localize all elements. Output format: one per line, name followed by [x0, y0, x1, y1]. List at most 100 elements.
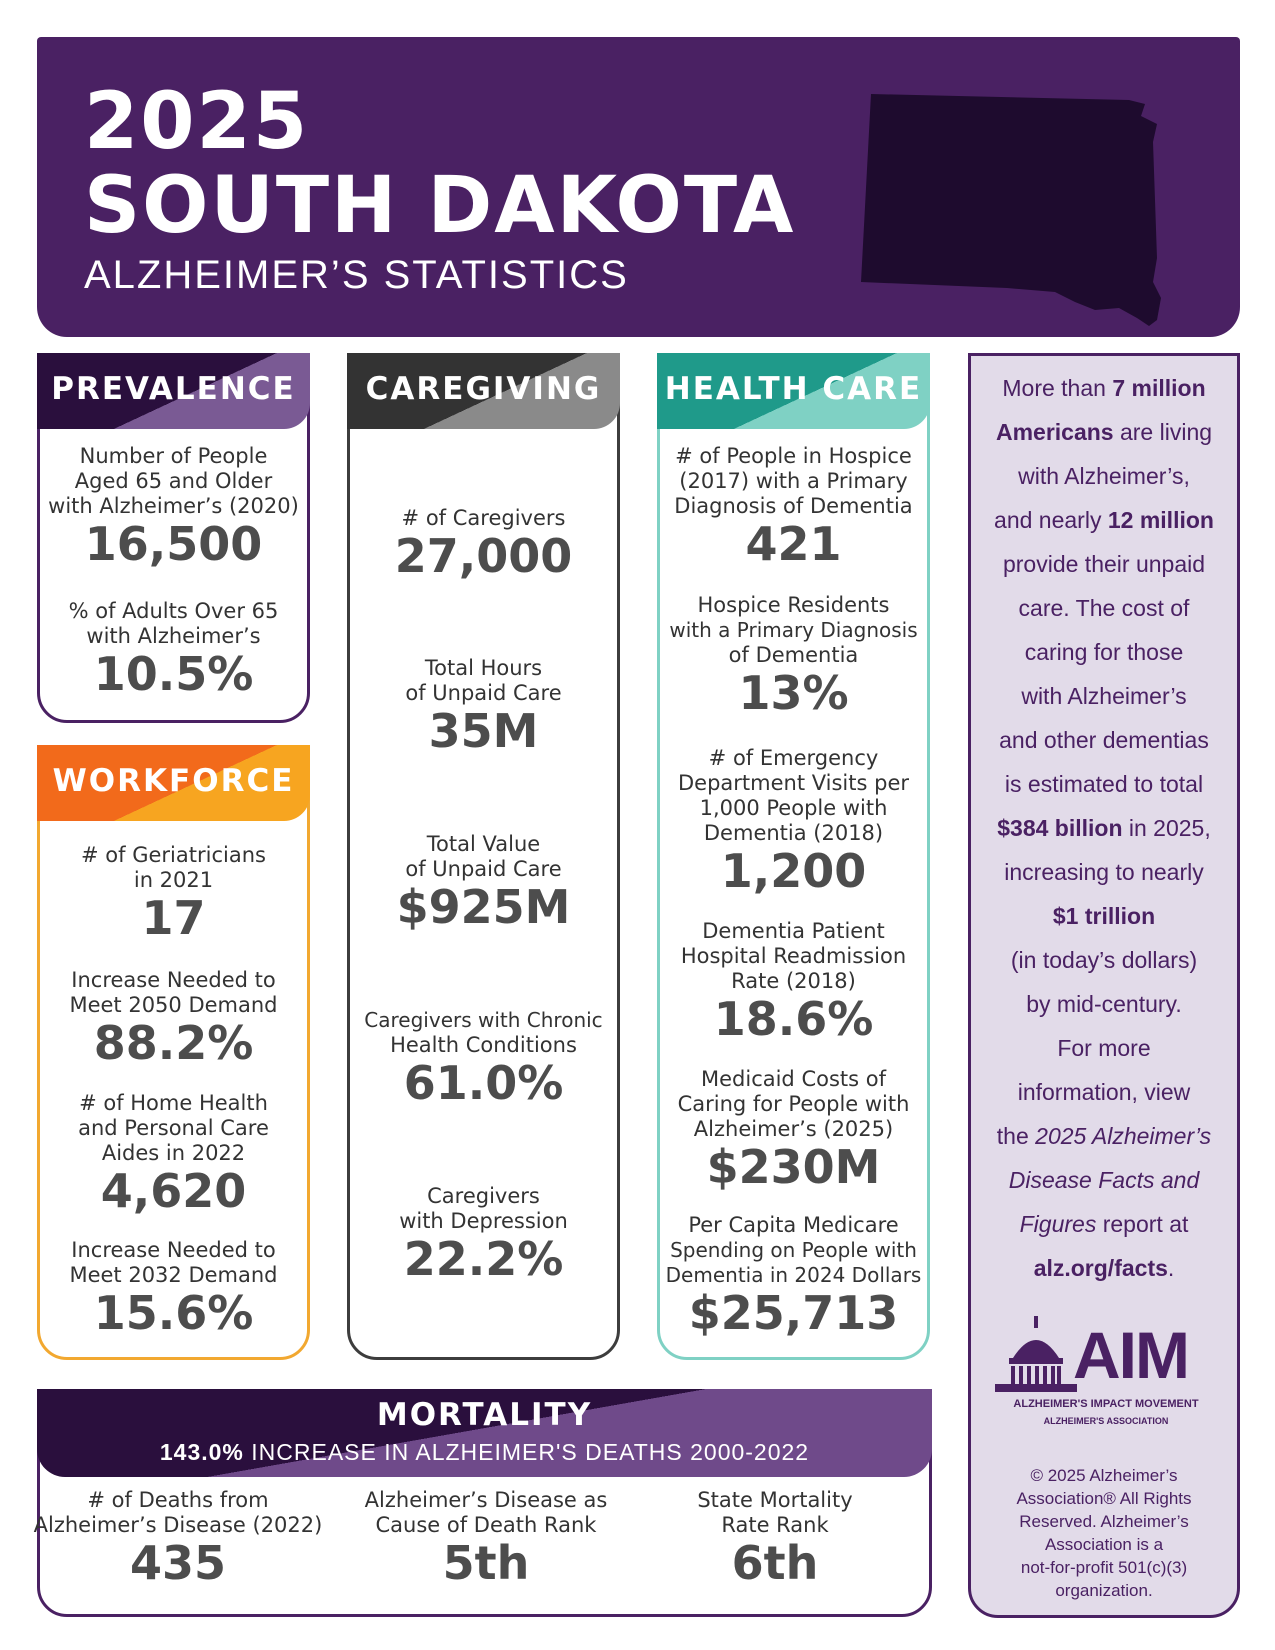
report-subtitle: ALZHEIMER’S STATISTICS — [84, 253, 629, 297]
stat-label: with a Primary Diagnosis — [669, 618, 918, 642]
stat-label: # of Emergency — [708, 746, 879, 770]
copyright-line: © 2025 Alzheimer’s — [1030, 1466, 1178, 1485]
health-care-tab: HEALTH CARE — [657, 353, 930, 429]
stat-label: Diagnosis of Dementia — [674, 494, 913, 518]
caregiving-title: CAREGIVING — [365, 371, 602, 407]
stat-value: 17 — [141, 891, 206, 945]
stat-label: Total Value — [426, 832, 541, 856]
prevalence-tab: PREVALENCE — [37, 353, 310, 429]
prevalence-stat-1: Number of People Aged 65 and Older with … — [40, 444, 307, 570]
stat-label: Per Capita Medicare — [688, 1213, 899, 1237]
sidebar-text: the — [996, 1123, 1036, 1149]
stat-label: 1,000 People with — [699, 796, 888, 820]
mortality-increase-value: 143.0% — [159, 1439, 244, 1465]
workforce-stat-3: # of Home Health and Personal Care Aides… — [40, 1091, 307, 1217]
facts-link[interactable]: alz.org/facts — [1033, 1255, 1168, 1281]
stat-value: 10.5% — [93, 647, 254, 701]
stat-label: Cause of Death Rank — [375, 1513, 597, 1537]
mortality-title: MORTALITY — [376, 1397, 593, 1433]
stat-label: Spending on People with — [670, 1238, 917, 1262]
stat-value: 18.6% — [713, 992, 874, 1046]
stat-label: Hospice Residents — [697, 593, 890, 617]
aim-wordmark: AIM — [1073, 1318, 1190, 1392]
sidebar-text: in 2025, — [1122, 815, 1211, 841]
stat-label: Increase Needed to — [71, 1238, 276, 1262]
stat-label: # of People in Hospice — [675, 444, 912, 468]
sidebar-text: care. The cost of — [1018, 595, 1190, 621]
sidebar-text: caring for those — [1024, 639, 1184, 665]
stat-value: 13% — [738, 666, 849, 720]
report-title: Figures — [1019, 1211, 1097, 1237]
health-care-title: HEALTH CARE — [664, 371, 923, 407]
sidebar-text: For more — [1057, 1035, 1151, 1061]
copyright-line: Reserved. Alzheimer’s — [1019, 1512, 1189, 1531]
stat-value: 61.0% — [403, 1056, 564, 1110]
copyright-line: organization. — [1055, 1581, 1153, 1600]
stat-label: of Unpaid Care — [405, 681, 562, 705]
sidebar-text: with Alzheimer’s — [1021, 683, 1187, 709]
stat-value: 35M — [428, 704, 539, 758]
sidebar-highlight: 7 million — [1112, 375, 1206, 401]
stat-value: 435 — [129, 1536, 227, 1590]
stat-value: 6th — [731, 1536, 819, 1590]
report-title: Disease Facts and — [1008, 1167, 1200, 1193]
stat-label: # of Deaths from — [87, 1488, 269, 1512]
workforce-stat-1: # of Geriatricians in 2021 17 — [40, 843, 307, 944]
stat-label: in 2021 — [133, 868, 214, 892]
south-dakota-map-icon — [861, 94, 1161, 326]
stat-label: of Unpaid Care — [405, 857, 562, 881]
stat-label: Dementia Patient — [702, 919, 885, 943]
sidebar-text: (in today’s dollars) — [1010, 947, 1198, 973]
caregiving-tab: CAREGIVING — [347, 353, 620, 429]
health-care-stat-5: Medicaid Costs of Caring for People with… — [660, 1067, 927, 1193]
header-banner: 2025 SOUTH DAKOTA ALZHEIMER’S STATISTICS — [37, 37, 1240, 337]
state-name: SOUTH DAKOTA — [84, 161, 796, 251]
health-care-stat-2: Hospice Residents with a Primary Diagnos… — [660, 593, 927, 719]
stat-label: Aged 65 and Older — [74, 469, 273, 493]
prevalence-card: PREVALENCE Number of People Aged 65 and … — [37, 353, 310, 723]
stat-label: of Dementia — [728, 643, 859, 667]
stat-value: $230M — [706, 1140, 881, 1194]
copyright-notice: © 2025 Alzheimer’s Association® All Righ… — [981, 1464, 1227, 1602]
caregiving-stat-2: Total Hours of Unpaid Care 35M — [350, 656, 617, 757]
report-year: 2025 — [84, 77, 310, 167]
stat-value: 1,200 — [720, 844, 867, 898]
stat-value: 16,500 — [84, 517, 263, 571]
sidebar-text: information, view — [1017, 1079, 1191, 1105]
stat-label: (2017) with a Primary — [679, 469, 908, 493]
stat-label: Dementia in 2024 Dollars — [665, 1263, 922, 1287]
caregiving-stat-1: # of Caregivers 27,000 — [350, 506, 617, 582]
workforce-title: WORKFORCE — [52, 763, 295, 799]
sidebar-text: by mid-century. — [1026, 991, 1182, 1017]
sidebar-text: increasing to nearly — [1004, 859, 1204, 885]
facts-sidebar: More than 7 million Americans are living… — [968, 353, 1240, 1618]
stat-label: State Mortality — [697, 1488, 853, 1512]
stat-value: 5th — [442, 1536, 530, 1590]
copyright-line: Association® All Rights — [1016, 1489, 1192, 1508]
stat-label: Caregivers — [427, 1184, 540, 1208]
copyright-line: Association is a — [1044, 1535, 1164, 1554]
stat-label: Alzheimer’s Disease (2022) — [33, 1513, 323, 1537]
workforce-card: WORKFORCE # of Geriatricians in 2021 17 … — [37, 745, 310, 1360]
stat-label: Dementia (2018) — [703, 821, 884, 845]
stat-label: Department Visits per — [678, 771, 909, 795]
caregiving-card: CAREGIVING # of Caregivers 27,000 Total … — [347, 353, 620, 1360]
stat-label: with Depression — [399, 1209, 568, 1233]
stat-value: 15.6% — [93, 1286, 254, 1340]
stat-label: Alzheimer’s Disease as — [364, 1488, 608, 1512]
stat-label: Meet 2050 Demand — [69, 993, 278, 1017]
association-tagline: ALZHEIMER'S ASSOCIATION — [1043, 1416, 1169, 1426]
stat-value: $925M — [396, 880, 571, 934]
stat-label: Aides in 2022 — [101, 1141, 246, 1165]
mortality-card: MORTALITY 143.0% INCREASE IN ALZHEIMER'S… — [34, 1389, 932, 1617]
caregiving-stat-4: Caregivers with Chronic Health Condition… — [350, 1008, 617, 1109]
stat-label: Caregivers with Chronic — [364, 1008, 603, 1032]
stat-label: Alzheimer’s (2025) — [693, 1117, 894, 1141]
sidebar-text: More than — [1002, 375, 1113, 401]
stat-label: Health Conditions — [390, 1033, 577, 1057]
workforce-stat-4: Increase Needed to Meet 2032 Demand 15.6… — [40, 1238, 307, 1339]
stat-label: # of Geriatricians — [81, 843, 266, 867]
mortality-stat-3: State Mortality Rate Rank 6th — [625, 1488, 925, 1589]
sidebar-text: More than 7 million Americans are living… — [977, 366, 1231, 1290]
prevalence-title: PREVALENCE — [51, 371, 296, 407]
